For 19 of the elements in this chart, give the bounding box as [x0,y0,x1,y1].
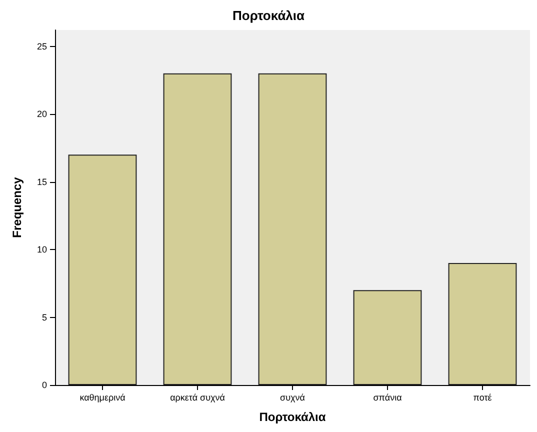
y-tick-label: 15 [36,176,47,187]
bar [68,154,137,385]
x-axis-title: Πορτοκάλια [259,410,326,424]
x-tick-label: σπάνια [373,392,402,402]
bar [353,290,422,385]
x-tick-label: συχνά [280,392,305,402]
y-tick-label: 0 [42,380,47,390]
y-axis-title: Frequency [10,176,24,238]
x-tick-label: αρκετά συχνά [170,392,225,402]
chart-title: Πορτοκάλια [232,8,305,23]
bar [258,73,327,385]
y-tick-label: 20 [36,109,47,120]
bar [163,73,232,385]
bar [448,263,517,385]
y-tick-label: 25 [36,41,47,52]
y-tick-label: 10 [36,244,47,255]
x-tick-label: ποτέ [473,392,492,402]
y-tick-label: 5 [42,312,47,322]
x-tick-label: καθημερινά [80,392,126,402]
